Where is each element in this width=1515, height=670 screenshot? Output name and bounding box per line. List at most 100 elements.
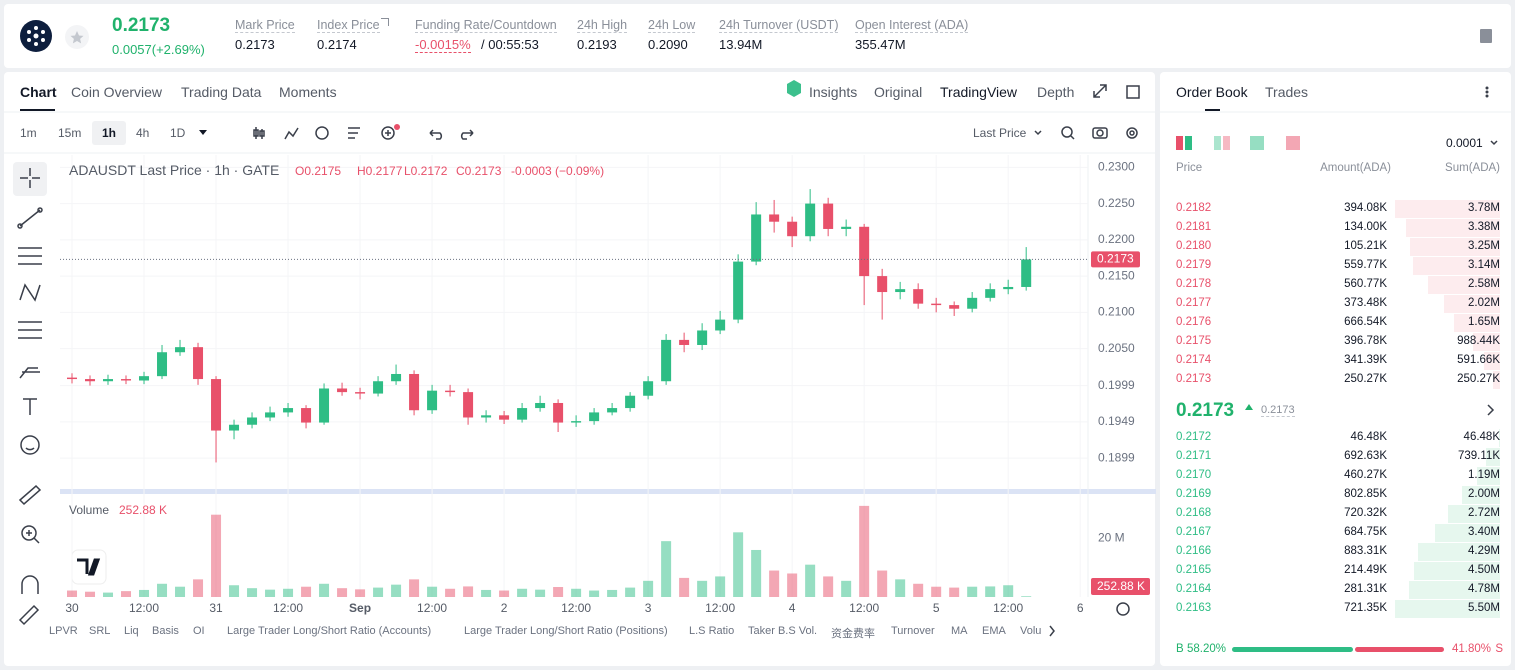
view-icon[interactable] [1214,136,1221,150]
ob-price[interactable]: 0.2182 [1176,202,1212,214]
ob-price[interactable]: 0.2168 [1176,507,1212,520]
chart-tab[interactable]: Trading Data [181,84,262,100]
candle-body [283,408,294,413]
ob-price[interactable]: 0.2173 [1176,373,1212,386]
chart-tab[interactable]: Chart [20,84,57,100]
ob-sum: 2.00M [1468,488,1500,501]
depth-bar [1412,257,1500,276]
ob-amount: 281.31K [1344,583,1387,596]
ohlc-value: H0.2177 [357,164,403,178]
depth-bar [1454,314,1500,333]
interval[interactable]: 1D [170,126,186,140]
indicator[interactable]: L.S Ratio [689,625,735,637]
candle-body [787,221,798,237]
y-tick-label: 0.2050 [1098,341,1135,355]
ob-price[interactable]: 0.2171 [1176,450,1212,463]
ob-price[interactable]: 0.2167 [1176,526,1212,539]
indicator[interactable]: Large Trader Long/Short Ratio (Positions… [464,625,668,637]
volume-bar [427,586,438,597]
depth-bar [1395,600,1500,619]
indicator[interactable]: OI [193,625,205,637]
dropdown-arrow[interactable] [1034,130,1042,136]
ob-price[interactable]: 0.2176 [1176,316,1212,329]
ob-price[interactable]: 0.2170 [1176,469,1212,482]
interval[interactable]: 15m [58,126,82,140]
view-tab[interactable]: Depth [1037,84,1075,100]
ob-price[interactable]: 0.2172 [1176,431,1212,443]
stat-label: Funding Rate/Countdown [415,18,557,33]
ob-price[interactable]: 0.2164 [1176,583,1212,596]
volume-tag-label: 252.88 K [1097,579,1145,593]
indicator[interactable]: SRL [89,625,111,637]
interval[interactable]: 1m [20,126,37,140]
orderbook-tab[interactable]: Order Book [1176,84,1248,100]
buy-tag: B [1176,643,1184,655]
view-icon[interactable] [1250,136,1264,150]
ob-price[interactable]: 0.2181 [1176,221,1212,234]
ob-price[interactable]: 0.2166 [1176,545,1212,558]
precision[interactable]: 0.0001 [1446,136,1483,150]
view-tab[interactable]: TradingView [940,84,1018,100]
ob-price[interactable]: 0.2178 [1176,278,1212,291]
buy-bar [1232,647,1354,652]
external-icon [381,18,389,26]
volume-bar [571,588,582,597]
ob-price[interactable]: 0.2177 [1176,297,1212,310]
view-icon[interactable] [1176,136,1183,150]
chart-tab[interactable]: Moments [279,84,337,100]
dropdown-arrow[interactable] [199,130,207,135]
ob-sum: 3.14M [1468,259,1500,272]
indicator[interactable]: MA [951,625,968,637]
price-type[interactable]: Last Price [973,126,1027,140]
volume-bar [661,541,672,597]
ob-price[interactable]: 0.2179 [1176,259,1212,272]
interval[interactable]: 4h [136,126,150,140]
indicator[interactable]: Turnover [891,625,935,637]
ob-price[interactable]: 0.2169 [1176,488,1212,501]
indicator[interactable]: EMA [982,625,1006,637]
buy-ratio: 58.20% [1187,643,1227,655]
dropdown-arrow[interactable] [1490,140,1498,146]
candle-body [607,408,618,413]
x-tick-label: 12:00 [417,601,447,615]
toolbar-icons[interactable] [17,84,1495,637]
view-icon[interactable] [1286,136,1300,150]
indicator[interactable]: LPVR [49,625,78,637]
interval[interactable]: 1h [102,126,117,140]
ob-price[interactable]: 0.2163 [1176,602,1212,615]
ob-amount: 341.39K [1344,354,1387,367]
depth-bar [1408,581,1500,600]
notification-dot [394,124,400,130]
ob-price[interactable]: 0.2174 [1176,354,1212,367]
chart-tab[interactable]: Coin Overview [71,84,163,100]
y-tick-label: 0.2300 [1098,159,1135,173]
indicator[interactable]: Volu [1020,625,1042,637]
ob-sum: 1.19M [1468,469,1500,482]
book-icon[interactable] [1480,29,1492,43]
stat-label: 24h Low [648,18,696,33]
ob-price[interactable]: 0.2180 [1176,240,1212,253]
indicator[interactable]: Large Trader Long/Short Ratio (Accounts) [227,625,432,637]
crosshair-icon[interactable] [20,168,40,188]
view-tab[interactable]: Original [874,84,923,100]
volume-bar [985,586,996,597]
candle-body [445,390,456,393]
candle-body [409,373,420,411]
volume-bar [931,586,942,597]
x-tick-label: 4 [789,601,796,615]
indicator[interactable]: Taker B.S Vol. [748,625,818,637]
ob-price[interactable]: 0.2165 [1176,564,1212,577]
indicator[interactable]: Liq [124,625,139,637]
interval-active-bg [92,121,126,145]
ob-price[interactable]: 0.2175 [1176,335,1212,348]
candle-body [535,402,546,409]
orderbook-tab[interactable]: Trades [1265,84,1309,100]
ob-amount: 460.27K [1344,469,1387,482]
x-tick-label: 12:00 [849,601,879,615]
indicator[interactable]: Basis [152,625,179,637]
view-tab[interactable]: Insights [809,84,858,100]
indicator[interactable]: 资金费率 [831,628,875,640]
depth-bar [1485,448,1500,467]
volume-bar [67,590,78,597]
